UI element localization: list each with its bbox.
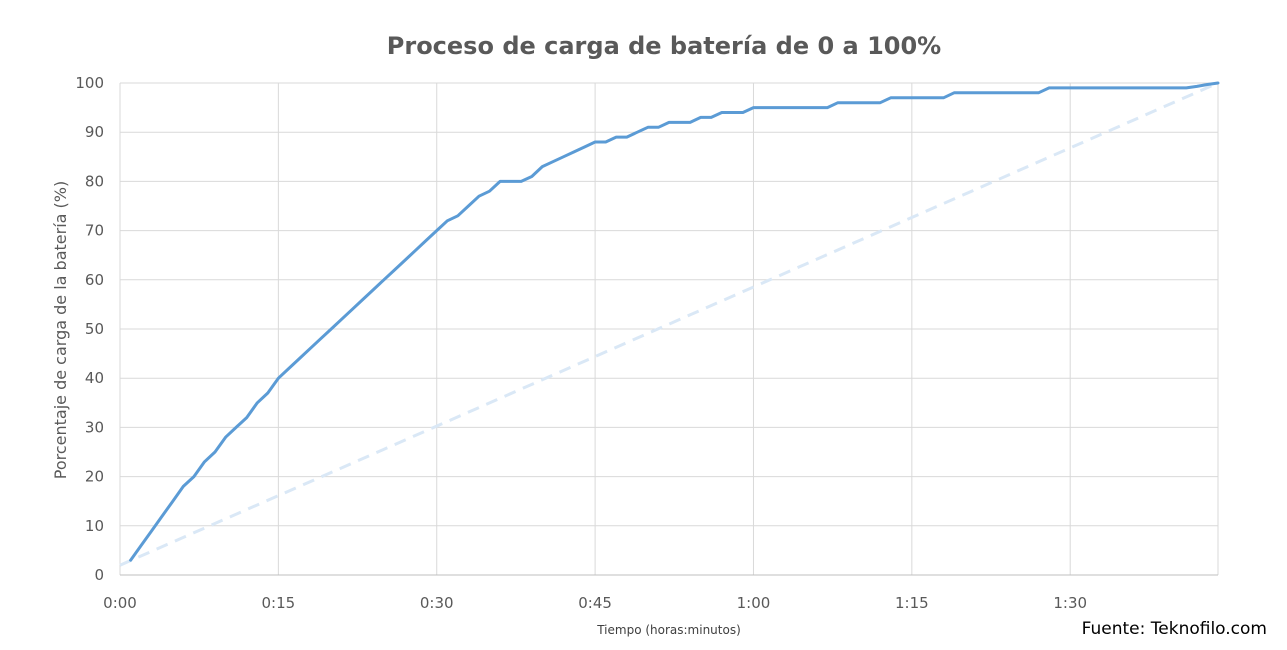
source-credit: Fuente: Teknofilo.com bbox=[1081, 619, 1267, 639]
y-tick-labels: 0 10 20 30 40 50 60 70 80 90 100 bbox=[75, 74, 104, 584]
y-tick-label: 90 bbox=[85, 123, 104, 141]
chart-title: Proceso de carga de batería de 0 a 100% bbox=[387, 32, 941, 60]
charge-curve-line bbox=[129, 81, 1220, 562]
x-tick-labels: 0:00 0:15 0:30 0:45 1:00 1:15 1:30 bbox=[103, 594, 1087, 612]
y-tick-label: 60 bbox=[85, 271, 104, 289]
x-tick-label: 0:30 bbox=[420, 594, 454, 612]
series-lines bbox=[119, 81, 1220, 567]
x-tick-label: 1:30 bbox=[1053, 594, 1087, 612]
y-tick-label: 30 bbox=[85, 418, 104, 436]
y-tick-label: 80 bbox=[85, 172, 104, 190]
x-tick-label: 0:45 bbox=[578, 594, 612, 612]
x-tick-label: 0:15 bbox=[262, 594, 296, 612]
gridlines bbox=[119, 82, 1219, 575]
x-tick-label: 0:00 bbox=[103, 594, 137, 612]
x-axis-label: Tiempo (horas:minutos) bbox=[596, 623, 741, 637]
x-tick-label: 1:15 bbox=[895, 594, 929, 612]
y-tick-label: 20 bbox=[85, 468, 104, 486]
y-tick-label: 0 bbox=[94, 566, 104, 584]
y-tick-label: 70 bbox=[85, 222, 104, 240]
y-tick-label: 40 bbox=[85, 369, 104, 387]
y-axis-label: Porcentaje de carga de la batería (%) bbox=[51, 181, 70, 479]
reference-dashed-line bbox=[119, 81, 1219, 567]
y-tick-label: 10 bbox=[85, 517, 104, 535]
y-tick-label: 100 bbox=[75, 74, 104, 92]
y-tick-label: 50 bbox=[85, 320, 104, 338]
x-tick-label: 1:00 bbox=[737, 594, 771, 612]
